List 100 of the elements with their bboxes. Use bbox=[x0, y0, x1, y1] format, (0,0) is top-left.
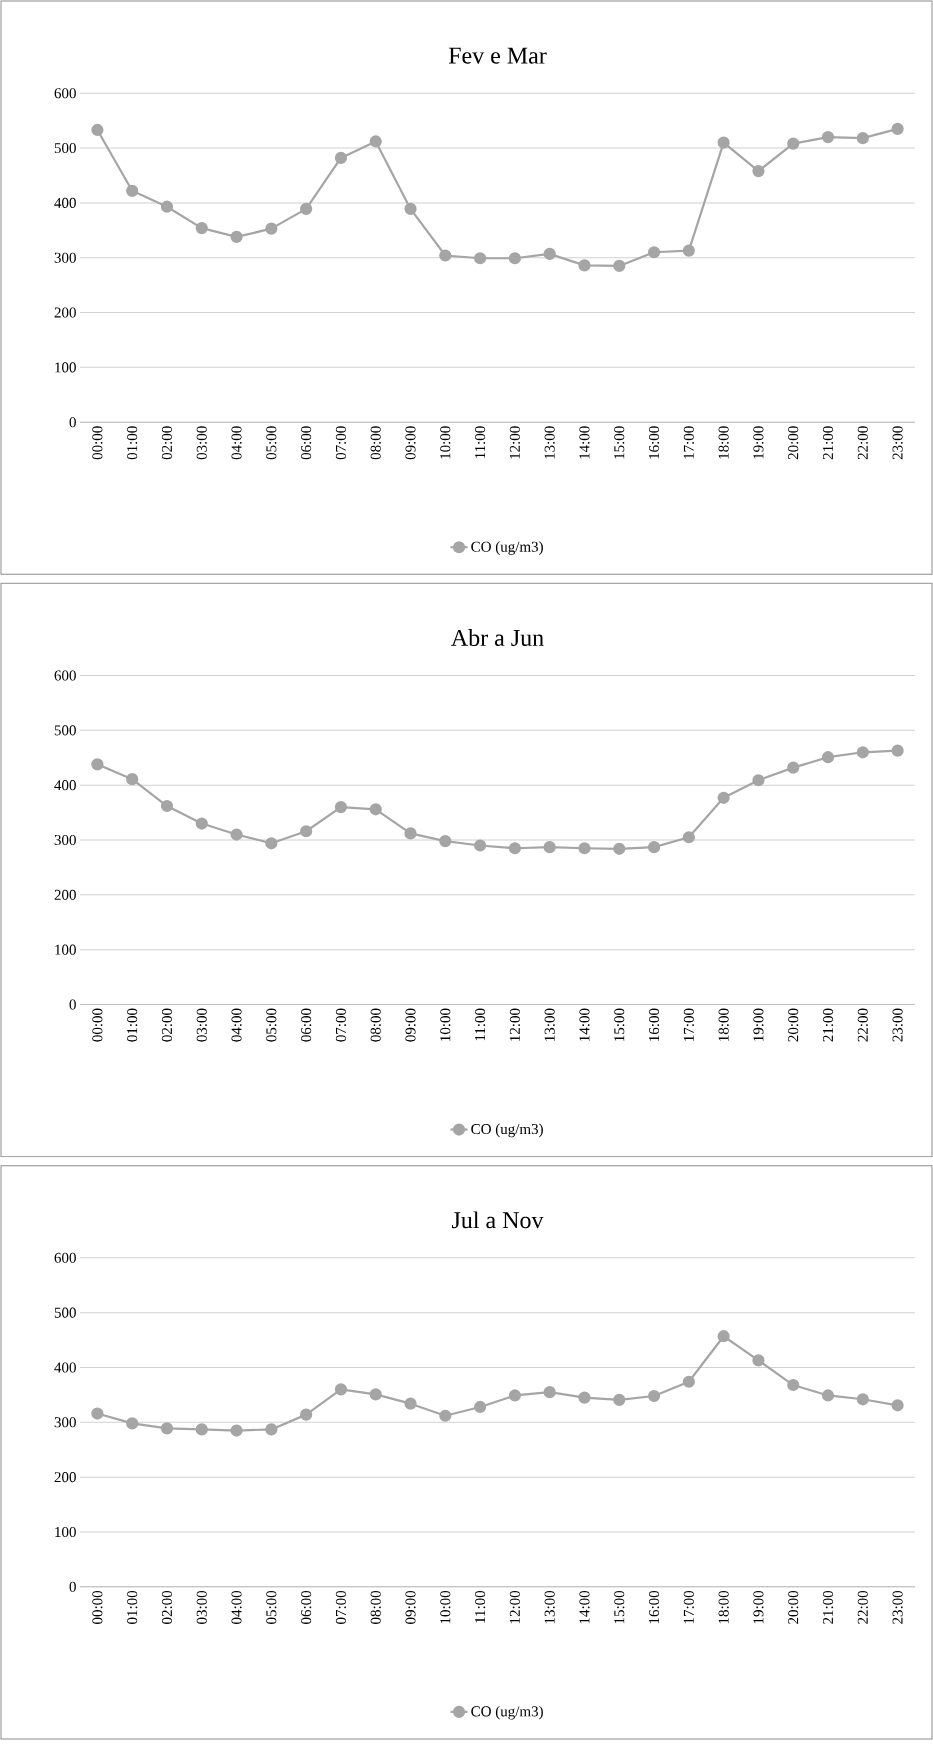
point bbox=[578, 1391, 591, 1404]
point bbox=[891, 1399, 904, 1412]
y-tick-label: 100 bbox=[55, 1526, 76, 1538]
legend-label: CO (ug/m3) bbox=[471, 1123, 543, 1138]
x-tick-label: 15:00 bbox=[614, 426, 625, 459]
y-tick-label: 300 bbox=[54, 834, 76, 846]
x-tick-label: 01:00 bbox=[127, 426, 138, 460]
point bbox=[195, 1423, 208, 1436]
point bbox=[474, 252, 487, 265]
chart-title: Abr a Jun bbox=[451, 629, 544, 646]
x-tick-label: 18:00 bbox=[718, 1008, 729, 1041]
point bbox=[647, 246, 661, 259]
x-tick-label: 13:00 bbox=[544, 1590, 555, 1624]
point bbox=[787, 1378, 800, 1392]
x-tick-label: 22:00 bbox=[857, 426, 868, 460]
x-tick-label: 01:00 bbox=[127, 1590, 138, 1624]
y-tick-label: 300 bbox=[54, 252, 76, 263]
x-tick-label: 16:00 bbox=[648, 1590, 660, 1624]
point bbox=[369, 135, 382, 148]
x-tick-label: 22:00 bbox=[857, 1590, 868, 1624]
point bbox=[717, 791, 730, 804]
x-tick-label: 10:00 bbox=[440, 1590, 451, 1624]
x-tick-label: 14:00 bbox=[579, 1590, 590, 1624]
x-tick-label: 23:00 bbox=[892, 1590, 903, 1624]
point bbox=[439, 1409, 452, 1422]
legend-label: CO (ug/m3) bbox=[471, 541, 543, 555]
x-tick-label: 00:00 bbox=[92, 1590, 103, 1624]
point bbox=[126, 184, 139, 197]
x-tick-label: 19:00 bbox=[753, 1008, 764, 1041]
point bbox=[752, 1354, 765, 1367]
point bbox=[891, 122, 904, 135]
point bbox=[404, 202, 417, 216]
y-tick-label: 300 bbox=[54, 1417, 76, 1428]
x-tick-label: 17:00 bbox=[683, 1008, 694, 1041]
x-tick-label: 03:00 bbox=[196, 426, 207, 460]
x-tick-label: 17:00 bbox=[683, 1590, 694, 1624]
point bbox=[300, 825, 313, 838]
y-tick-label: 400 bbox=[54, 1362, 76, 1373]
point bbox=[91, 123, 104, 137]
point bbox=[613, 259, 626, 273]
point bbox=[578, 842, 591, 855]
y-tick-label: 200 bbox=[54, 1472, 76, 1483]
x-tick-label: 15:00 bbox=[614, 1590, 625, 1624]
x-tick-label: 18:00 bbox=[718, 426, 729, 459]
point bbox=[334, 151, 348, 165]
point bbox=[682, 244, 695, 257]
point bbox=[717, 1330, 730, 1343]
x-tick-label: 13:00 bbox=[544, 426, 555, 459]
point bbox=[404, 827, 417, 840]
x-tick-label: 00:00 bbox=[92, 426, 103, 460]
x-tick-label: 05:00 bbox=[266, 1590, 277, 1624]
point bbox=[752, 774, 765, 787]
x-tick-label: 08:00 bbox=[370, 426, 381, 460]
point bbox=[126, 1417, 139, 1430]
y-tick-label: 600 bbox=[54, 88, 76, 99]
x-tick-label: 11:00 bbox=[475, 1590, 486, 1623]
point bbox=[508, 252, 521, 265]
point bbox=[334, 1383, 348, 1396]
x-tick-label: 11:00 bbox=[475, 1008, 486, 1041]
x-tick-label: 03:00 bbox=[196, 1590, 207, 1624]
point bbox=[195, 817, 208, 830]
x-tick-label: 09:00 bbox=[405, 1008, 416, 1042]
x-tick-label: 16:00 bbox=[648, 426, 660, 459]
y-tick-label: 100 bbox=[55, 362, 76, 373]
x-tick-label: 14:00 bbox=[579, 426, 590, 459]
y-tick-label: 0 bbox=[69, 1581, 76, 1592]
x-tick-label: 13:00 bbox=[544, 1008, 555, 1041]
point bbox=[578, 259, 591, 272]
point bbox=[265, 222, 278, 235]
x-tick-label: 07:00 bbox=[335, 1008, 347, 1042]
x-tick-label: 23:00 bbox=[892, 1008, 903, 1042]
point bbox=[543, 247, 556, 260]
y-tick-label: 400 bbox=[54, 197, 76, 208]
point bbox=[682, 1375, 695, 1388]
x-tick-label: 04:00 bbox=[231, 1008, 242, 1042]
x-tick-label: 15:00 bbox=[614, 1008, 625, 1041]
point bbox=[647, 1389, 661, 1403]
point bbox=[891, 744, 904, 757]
point bbox=[474, 839, 487, 852]
point bbox=[160, 1422, 174, 1435]
x-tick-label: 04:00 bbox=[231, 426, 242, 460]
point bbox=[230, 828, 243, 841]
y-tick-label: 500 bbox=[54, 142, 76, 154]
point bbox=[543, 1386, 556, 1399]
point bbox=[369, 803, 382, 816]
point bbox=[91, 1407, 104, 1420]
point bbox=[369, 1388, 382, 1401]
x-tick-label: 21:00 bbox=[822, 426, 834, 460]
x-tick-label: 19:00 bbox=[753, 426, 764, 459]
point bbox=[439, 835, 452, 848]
point bbox=[265, 837, 278, 850]
y-tick-label: 100 bbox=[55, 944, 76, 955]
x-tick-label: 06:00 bbox=[301, 1008, 312, 1042]
x-tick-label: 02:00 bbox=[161, 426, 173, 460]
point bbox=[856, 746, 869, 759]
x-tick-label: 05:00 bbox=[266, 1008, 277, 1042]
y-tick-label: 600 bbox=[54, 1252, 76, 1263]
point bbox=[613, 842, 626, 855]
x-tick-label: 08:00 bbox=[370, 1590, 381, 1624]
point bbox=[300, 1408, 313, 1421]
